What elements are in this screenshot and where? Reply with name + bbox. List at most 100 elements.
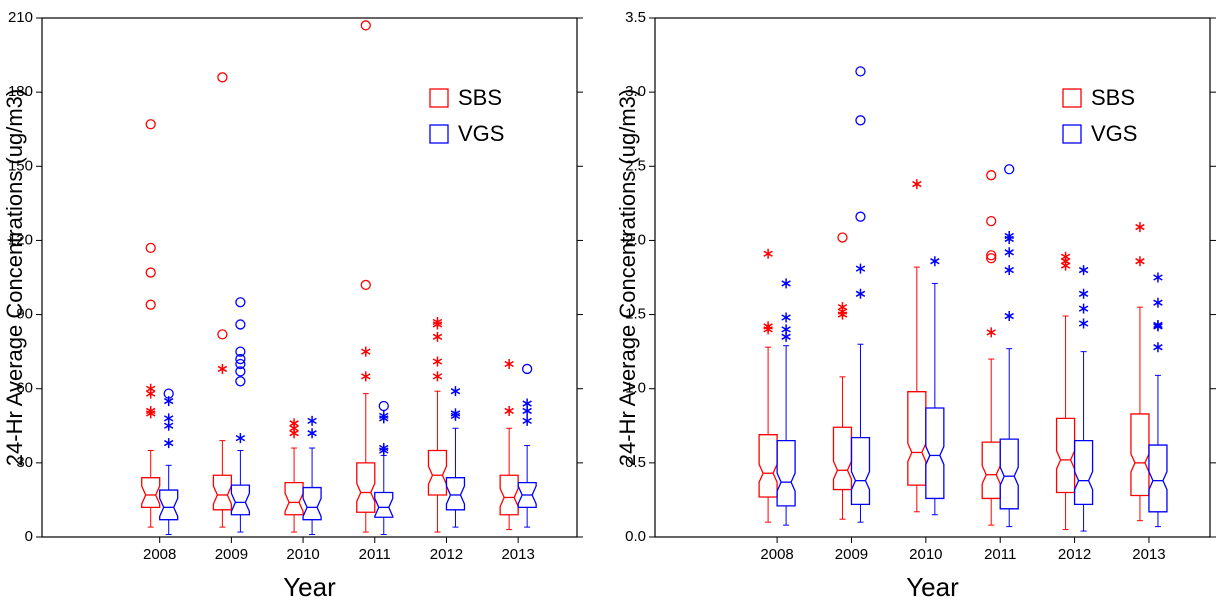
far-outside-point <box>986 250 997 261</box>
outside-point <box>1004 230 1014 241</box>
box <box>907 391 927 486</box>
outside-point <box>432 331 443 342</box>
far-outside-point <box>855 115 866 126</box>
box <box>1073 439 1094 506</box>
outside-point <box>912 179 922 190</box>
outside-point <box>855 263 866 274</box>
x-tick-label: 2013 <box>1132 546 1165 563</box>
outside-point <box>522 398 532 409</box>
outside-point <box>163 413 174 424</box>
outside-point <box>450 408 461 419</box>
outside-point <box>763 248 773 259</box>
outside-point <box>1135 256 1145 267</box>
x-tick-label: 2009 <box>835 546 868 563</box>
y-tick-label: 3.0 <box>625 83 646 100</box>
box <box>230 484 251 516</box>
far-outside-point <box>145 267 156 278</box>
box <box>141 477 161 508</box>
far-outside-point <box>145 242 156 253</box>
y-tick-label: 1.0 <box>625 380 646 397</box>
outside-point <box>522 415 532 426</box>
x-tick-label: 2012 <box>1058 546 1091 563</box>
y-tick-label: 2.5 <box>625 157 646 174</box>
outside-point <box>1004 247 1014 258</box>
outside-point <box>307 428 317 439</box>
far-outside-point <box>217 329 228 340</box>
outside-point <box>504 359 514 369</box>
outside-point <box>986 327 996 338</box>
far-outside-point <box>217 72 228 83</box>
outside-point <box>1135 222 1145 233</box>
far-outside-point <box>235 297 246 308</box>
outside-point <box>145 405 156 416</box>
box <box>1130 413 1150 497</box>
y-tick-label: 0.0 <box>625 528 646 545</box>
y-tick-label: 120 <box>8 231 33 248</box>
far-outside-point <box>1004 164 1015 175</box>
x-tick-label: 2010 <box>909 546 942 563</box>
y-axis-title: 24-Hr Average Concentrations (ug/m3) <box>2 89 27 466</box>
x-tick-label: 2009 <box>215 546 248 563</box>
outside-point <box>307 415 317 426</box>
y-axis-title: 24-Hr Average Concentrations (ug/m3) <box>615 89 640 466</box>
legend-swatch <box>1062 88 1082 108</box>
legend-swatch <box>1062 124 1082 144</box>
far-outside-point <box>360 279 371 291</box>
far-outside-point <box>986 253 997 264</box>
outside-point <box>1153 297 1163 308</box>
outside-point <box>1078 318 1089 329</box>
far-outside-point <box>235 376 246 387</box>
box <box>981 441 1001 500</box>
box <box>925 407 945 500</box>
box <box>302 486 322 521</box>
outside-point <box>930 256 940 267</box>
box <box>284 481 304 516</box>
x-tick-label: 2010 <box>286 546 319 563</box>
box <box>356 462 376 513</box>
box <box>445 477 466 511</box>
outside-point <box>781 324 791 335</box>
outside-point <box>379 410 389 421</box>
y-tick-label: 90 <box>16 306 33 323</box>
outside-point <box>1060 251 1071 262</box>
box <box>776 439 796 507</box>
outside-point <box>361 371 371 382</box>
far-outside-point <box>235 353 246 365</box>
outside-point <box>763 321 773 332</box>
y-tick-label: 0 <box>25 528 33 545</box>
outside-point <box>837 302 848 313</box>
far-outside-point <box>855 66 866 77</box>
far-outside-point <box>378 400 389 412</box>
legend-label: SBS <box>458 85 502 110</box>
outside-point <box>1153 342 1163 353</box>
legend-label: SBS <box>1091 85 1135 110</box>
plot-frame <box>41 17 578 538</box>
outside-point <box>855 288 866 299</box>
outside-point <box>361 346 371 357</box>
y-tick-label: 60 <box>16 380 33 397</box>
box <box>850 436 871 506</box>
outside-point <box>1153 319 1163 330</box>
y-tick-label: 3.5 <box>625 9 646 26</box>
outside-point <box>432 316 443 327</box>
outside-point <box>1078 303 1089 314</box>
box <box>517 481 537 508</box>
outside-point <box>1078 265 1089 276</box>
box <box>1055 417 1076 494</box>
far-outside-point <box>855 211 866 222</box>
x-axis-title: Year <box>283 572 336 602</box>
x-tick-label: 2012 <box>430 546 463 563</box>
far-outside-point <box>145 299 156 310</box>
chart-panel: 0 30 60 90 120 150 180 210 2008 2009 2010 2011 2012 2… <box>2 9 583 602</box>
far-outside-point <box>235 346 246 357</box>
y-tick-label: 30 <box>16 454 33 471</box>
box <box>499 474 519 516</box>
legend-label: VGS <box>458 121 504 146</box>
far-outside-point <box>360 20 371 31</box>
far-outside-point <box>235 319 246 330</box>
outside-point <box>781 278 791 289</box>
plot-frame <box>654 17 1211 538</box>
box <box>427 449 448 496</box>
outside-point <box>504 405 514 416</box>
outside-point <box>1004 311 1014 322</box>
